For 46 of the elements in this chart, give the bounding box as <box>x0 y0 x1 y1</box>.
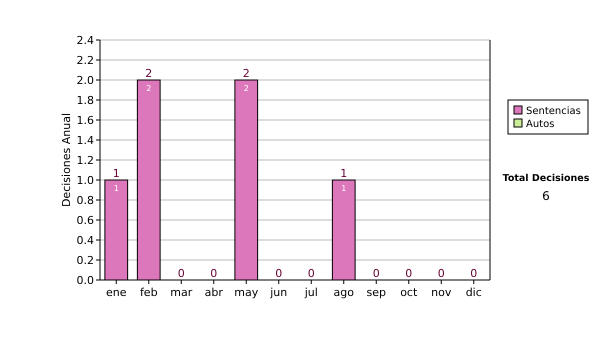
total-label: 0 <box>275 267 282 280</box>
y-tick-label: 1.0 <box>76 174 94 187</box>
total-label: 0 <box>210 267 218 280</box>
y-axis-title: Decisiones Anual <box>60 112 73 208</box>
y-tick-label: 0.0 <box>76 274 94 287</box>
y-tick-label: 0.4 <box>76 234 94 247</box>
legend-label: Sentencias <box>526 106 581 117</box>
x-tick-label: oct <box>400 286 418 299</box>
total-label: 1 <box>112 167 120 180</box>
y-tick-label: 1.6 <box>76 114 94 127</box>
y-tick-label: 2.4 <box>76 34 94 47</box>
y-tick-label: 0.6 <box>76 214 94 227</box>
x-tick-label: dic <box>466 286 482 299</box>
data-label: 2 <box>146 84 152 93</box>
total-label: 1 <box>340 167 348 180</box>
y-tick-label: 2.2 <box>76 54 94 67</box>
x-tick-label: feb <box>140 286 158 299</box>
x-tick-label: jul <box>304 286 318 299</box>
total-label: 2 <box>145 67 152 80</box>
y-tick-label: 2.0 <box>76 74 94 87</box>
text: Total Decisiones <box>502 173 590 184</box>
total-label: 2 <box>242 67 250 80</box>
legend-label: Autos <box>526 119 554 130</box>
data-label: 2 <box>244 84 249 93</box>
x-tick-label: sep <box>366 286 386 299</box>
x-tick-label: abr <box>204 286 224 299</box>
y-tick-label: 1.2 <box>76 154 94 167</box>
y-tick-label: 0.8 <box>76 194 94 207</box>
y-tick-label: 1.8 <box>76 94 94 107</box>
total-label: 0 <box>308 267 315 280</box>
total-label: 0 <box>438 267 445 280</box>
x-tick-label: may <box>234 286 259 299</box>
x-tick-label: jun <box>269 286 288 299</box>
x-tick-label: ago <box>334 286 354 299</box>
y-tick-label: 1.4 <box>76 134 94 147</box>
data-label: 1 <box>341 184 346 193</box>
total-label: 0 <box>405 267 412 280</box>
total-label: 0 <box>372 267 380 280</box>
x-tick-label: mar <box>170 286 193 299</box>
data-label: 1 <box>114 184 119 193</box>
x-tick-label: ene <box>106 286 127 299</box>
y-tick-label: 0.2 <box>76 254 94 267</box>
total-label: 0 <box>178 267 185 280</box>
text: 6 <box>542 189 550 203</box>
x-tick-label: nov <box>431 286 452 299</box>
total-label: 0 <box>470 267 478 280</box>
